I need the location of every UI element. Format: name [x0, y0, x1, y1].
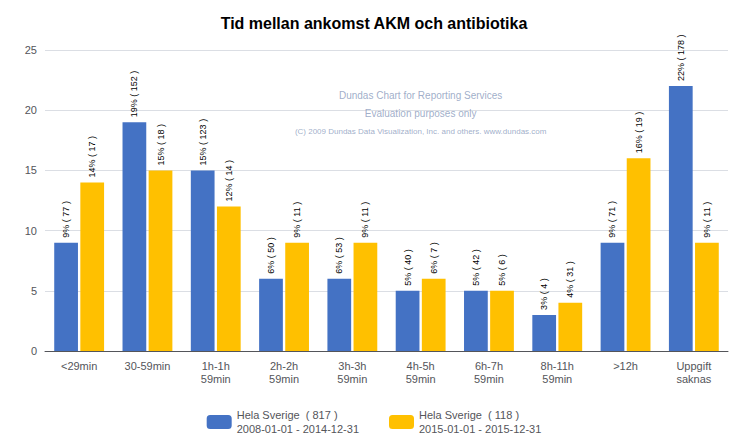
- svg-text:2h-2h: 2h-2h: [270, 360, 298, 372]
- svg-text:59min: 59min: [201, 373, 231, 385]
- svg-text:59min: 59min: [542, 373, 572, 385]
- svg-text:3h-3h: 3h-3h: [338, 360, 366, 372]
- svg-text:5% ( 42 ): 5% ( 42 ): [471, 249, 481, 286]
- svg-text:30-59min: 30-59min: [125, 360, 171, 372]
- svg-text:6h-7h: 6h-7h: [475, 360, 503, 372]
- svg-text:Hela Sverige ( 817 ): Hela Sverige ( 817 ): [237, 409, 338, 421]
- svg-text:20: 20: [25, 104, 37, 116]
- svg-text:1h-1h: 1h-1h: [202, 360, 230, 372]
- svg-text:16% ( 19 ): 16% ( 19 ): [634, 112, 644, 154]
- svg-text:59min: 59min: [474, 373, 504, 385]
- svg-text:Uppgift: Uppgift: [676, 360, 711, 372]
- svg-text:15: 15: [25, 164, 37, 176]
- svg-text:2015-01-01 - 2015-12-31: 2015-01-01 - 2015-12-31: [419, 423, 541, 435]
- svg-text:5% ( 40 ): 5% ( 40 ): [403, 249, 413, 286]
- svg-text:19% ( 152 ): 19% ( 152 ): [129, 71, 139, 118]
- svg-text:Evaluation purposes only: Evaluation purposes only: [365, 108, 477, 119]
- svg-text:3% ( 4 ): 3% ( 4 ): [539, 278, 549, 310]
- svg-text:25: 25: [25, 44, 37, 56]
- svg-text:59min: 59min: [406, 373, 436, 385]
- svg-text:6% ( 53 ): 6% ( 53 ): [334, 237, 344, 274]
- svg-text:4% ( 31 ): 4% ( 31 ): [565, 261, 575, 298]
- svg-text:6% ( 7 ): 6% ( 7 ): [429, 242, 439, 274]
- svg-text:12% ( 14 ): 12% ( 14 ): [224, 160, 234, 202]
- svg-text:4h-5h: 4h-5h: [407, 360, 435, 372]
- svg-text:15% ( 18 ): 15% ( 18 ): [156, 124, 166, 166]
- svg-text:15% ( 123 ): 15% ( 123 ): [198, 119, 208, 166]
- svg-text:2008-01-01 - 2014-12-31: 2008-01-01 - 2014-12-31: [237, 423, 359, 435]
- svg-text:Dundas Chart for Reporting Ser: Dundas Chart for Reporting Services: [339, 90, 502, 101]
- svg-text:9% ( 77 ): 9% ( 77 ): [61, 201, 71, 238]
- svg-text:saknas: saknas: [676, 373, 711, 385]
- svg-text:>12h: >12h: [613, 360, 638, 372]
- svg-text:Tid mellan ankomst AKM och ant: Tid mellan ankomst AKM och antibiotika: [221, 15, 528, 32]
- svg-text:22% ( 178 ): 22% ( 178 ): [676, 35, 686, 82]
- svg-text:(C) 2009 Dundas Data Visualiza: (C) 2009 Dundas Data Visualization, Inc.…: [295, 127, 547, 136]
- svg-text:59min: 59min: [337, 373, 367, 385]
- svg-text:5% ( 6 ): 5% ( 6 ): [497, 254, 507, 286]
- svg-text:5: 5: [31, 285, 37, 297]
- svg-text:9% ( 11 ): 9% ( 11 ): [292, 202, 302, 238]
- svg-text:8h-11h: 8h-11h: [541, 360, 574, 372]
- svg-text:9% ( 11 ): 9% ( 11 ): [702, 202, 712, 238]
- svg-text:14% ( 17 ): 14% ( 17 ): [87, 136, 97, 178]
- svg-text:Hela Sverige ( 118 ): Hela Sverige ( 118 ): [419, 409, 519, 421]
- svg-text:10: 10: [25, 225, 37, 237]
- svg-text:9% ( 71 ): 9% ( 71 ): [607, 201, 617, 238]
- svg-text:<29min: <29min: [61, 360, 97, 372]
- svg-text:9% ( 11 ): 9% ( 11 ): [360, 202, 370, 238]
- svg-text:6% ( 50 ): 6% ( 50 ): [266, 237, 276, 274]
- svg-text:59min: 59min: [269, 373, 299, 385]
- svg-text:0: 0: [31, 345, 37, 357]
